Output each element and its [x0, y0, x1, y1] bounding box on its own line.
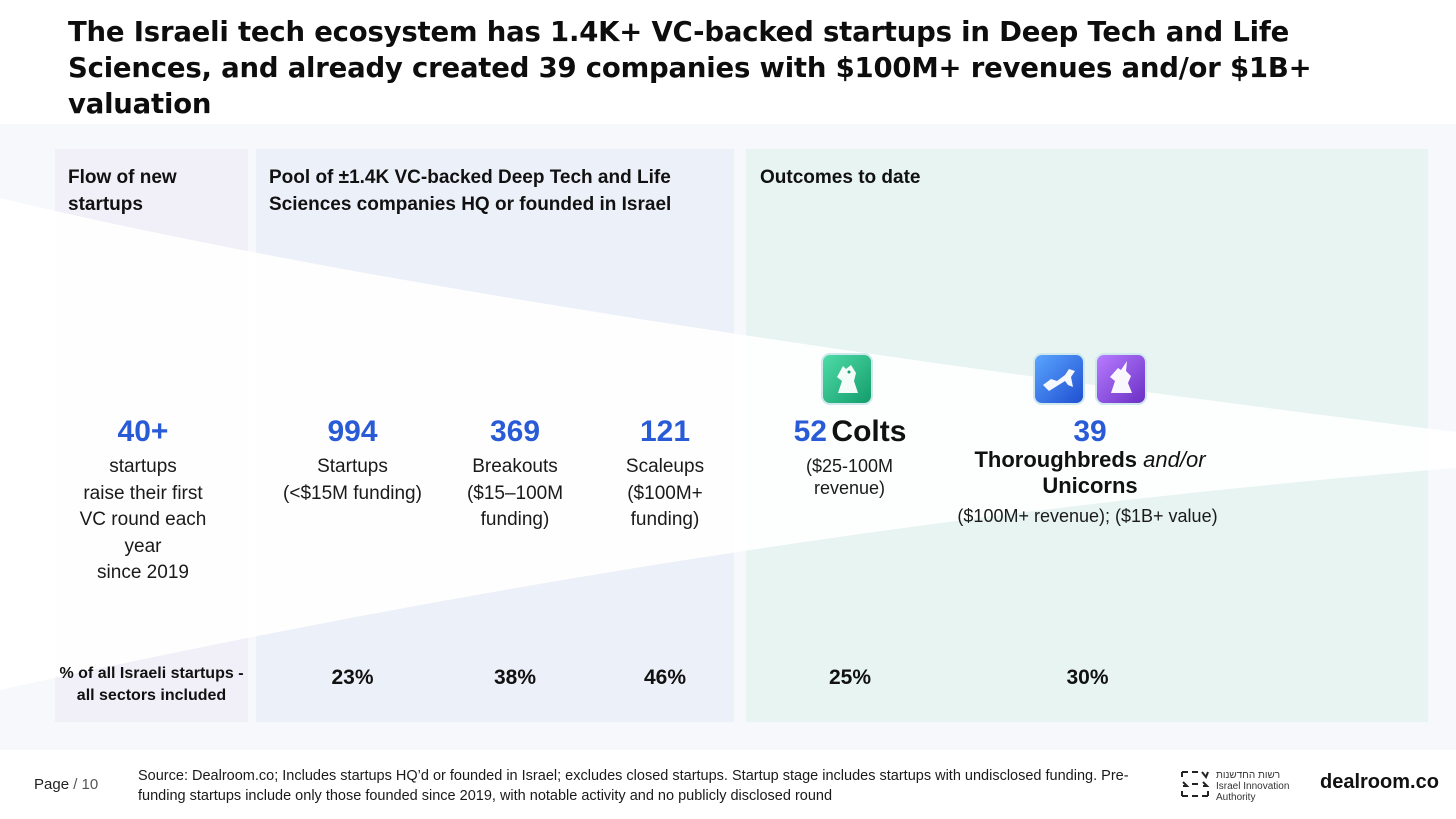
flow-value: 40+ — [117, 415, 169, 448]
outcomes-header: Outcomes to date — [760, 167, 921, 188]
startups-value: 994 — [327, 415, 378, 448]
source-note: Source: Dealroom.co; Includes startups H… — [138, 768, 1129, 804]
pool-header: Pool of ±1.4K VC-backed Deep Tech and Li… — [269, 167, 672, 215]
flow-line: year — [124, 535, 162, 557]
running-horse-icon — [1033, 353, 1085, 405]
colts-value: 52 — [793, 415, 827, 448]
scaleups-value: 121 — [639, 415, 691, 448]
page-label: Page — [34, 776, 70, 793]
iia-logo-text: רשות החדשנות Israel Innovation Authority — [1216, 770, 1296, 803]
unicorns-name: Unicorns — [1042, 473, 1138, 498]
breakouts-line: Breakouts — [472, 456, 558, 477]
breakouts-percent: 38% — [493, 666, 537, 689]
dealroom-logo: dealroom.co — [1320, 771, 1439, 793]
page-title: The Israeli tech ecosystem has 1.4K+ VC-… — [68, 16, 1312, 120]
iia-logo: רשות החדשנות Israel Innovation Authority — [1180, 770, 1289, 803]
iia-line: רשות החדשנות — [1216, 770, 1281, 781]
thoroughbreds-heading: Thoroughbreds and/or Unicorns — [940, 447, 1240, 499]
startups-line: Startups — [317, 456, 388, 477]
scaleups-percent: 46% — [643, 666, 687, 689]
colts-label: ($25-100M revenue) — [777, 455, 922, 499]
startups-label: Startups (<$15M funding) — [270, 454, 435, 507]
flow-label: startups raise their first VC round each… — [58, 454, 228, 587]
breakouts-line: funding) — [480, 509, 550, 530]
horse-head-icon — [821, 353, 873, 405]
colts-line: revenue) — [813, 478, 886, 498]
colts-line: ($25-100M — [805, 456, 894, 476]
scaleups-line: funding) — [630, 509, 700, 530]
flow-line: raise their first — [83, 482, 203, 504]
percent-row-label: % of all Israeli startups - all sectors … — [59, 665, 244, 704]
scaleups-line: ($100M+ — [627, 482, 703, 504]
iia-line: Authority — [1216, 792, 1256, 803]
unicorn-icon — [1095, 353, 1147, 405]
flow-header: Flow of new startups — [68, 167, 177, 215]
thoroughbreds-name: Thoroughbreds — [974, 447, 1138, 472]
scaleups-label: Scaleups ($100M+ funding) — [600, 454, 730, 534]
iia-logo-icon — [1181, 771, 1210, 797]
breakouts-label: Breakouts ($15–100M funding) — [445, 454, 585, 534]
thoroughbreds-percent: 30% — [1066, 666, 1109, 689]
flow-line: since 2019 — [97, 562, 189, 583]
flow-line: VC round each — [79, 509, 207, 530]
flow-line: startups — [109, 456, 177, 477]
thoroughbreds-value: 39 — [1073, 415, 1107, 448]
breakouts-line: ($15–100M — [466, 482, 564, 504]
page-indicator: Page / 10 — [34, 776, 98, 793]
colts-heading: 52 Colts — [780, 414, 920, 455]
colts-name: Colts — [831, 415, 907, 448]
thoroughbreds-detail: ($100M+ revenue); ($1B+ value) — [957, 506, 1218, 526]
scaleups-line: Scaleups — [625, 456, 705, 477]
thoroughbreds-connector: and/or — [1143, 447, 1206, 472]
page-number: / 10 — [73, 776, 99, 793]
colts-percent: 25% — [828, 666, 872, 689]
startups-percent: 23% — [331, 666, 374, 689]
iia-line: Israel Innovation — [1216, 781, 1290, 792]
breakouts-value: 369 — [489, 415, 541, 448]
startups-line: (<$15M funding) — [283, 482, 422, 504]
